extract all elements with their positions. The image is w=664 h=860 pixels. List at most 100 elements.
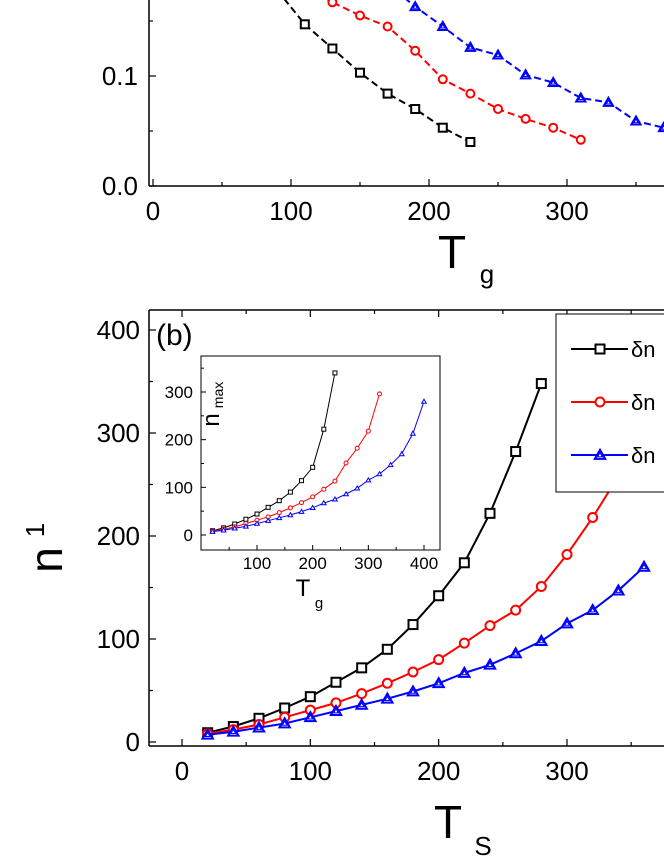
panel-a-series-1-point [355, 10, 365, 21]
inset-series-2-point-outline [331, 495, 339, 502]
inset-series-2-point-outline [420, 398, 428, 404]
inset-y-label: n [198, 413, 225, 426]
panel-a-series-2-point-outline [408, 0, 422, 12]
panel-a-ticks [149, 20, 637, 187]
panel-a-series-2-point-inner [633, 118, 639, 124]
legend-entries: δn δn δn [571, 337, 655, 468]
panel-a-series-2-point-outline [602, 95, 615, 107]
panel-a-series-2 [405, 0, 664, 133]
panel-b-series-2-point-outline [406, 684, 420, 697]
inset-series-2-point [354, 484, 361, 491]
inset-series-2-point [253, 520, 261, 526]
panel-b-series-2-point [508, 646, 523, 659]
panel-a-x-tick-label: 300 [545, 196, 588, 226]
panel-b-series-2-point [560, 616, 574, 629]
panel-b-series-0-point [484, 507, 496, 519]
legend-entry-0: δn [571, 337, 655, 362]
panel-a-series-2-point [602, 95, 615, 107]
inset-series-1-point [343, 460, 349, 466]
inset-series-2-point-outline [320, 499, 327, 506]
inset-series-2-point-outline [253, 520, 261, 526]
inset-series-1-point [321, 486, 327, 492]
panel-b-series-1-point [356, 688, 368, 700]
inset-series-1-point [287, 505, 293, 511]
panel-a-series-2-point-outline [519, 68, 532, 80]
inset-x-label-sub: g [315, 595, 323, 612]
panel-b-x-tick-label: 0 [175, 756, 189, 786]
inset-y-tick-label: 100 [165, 478, 193, 497]
inset-series-2-point [309, 504, 316, 511]
panel-b-series-2-point [277, 716, 292, 729]
panel-b-series-2-point [226, 724, 241, 737]
inset-series-2-point-outline [309, 504, 316, 511]
panel-a-series-0-point [410, 104, 421, 114]
inset-series-1-point [276, 510, 282, 516]
panel-a-x-label-sub: g [480, 259, 494, 289]
panel-a-series-2-point [574, 91, 588, 103]
panel-b-y-tick-label: 200 [97, 521, 140, 551]
inset-series-2-point [264, 517, 272, 523]
panel-b-series-2-point-inner [358, 701, 365, 708]
inset-x-tick-label: 400 [410, 554, 438, 573]
inset-series-2-point-outline [231, 525, 238, 531]
panel-b-ticks [149, 310, 632, 746]
legend-entry-label: δn [631, 443, 655, 468]
inset-series-0-point [321, 426, 327, 432]
inset-series-2-point [209, 528, 216, 534]
inset-series-2-point-outline [342, 490, 350, 497]
legend: δn δn δn [555, 313, 664, 493]
panel-a-series-2-point-inner [412, 3, 419, 9]
panel-a-series-2-point [629, 114, 643, 126]
inset-series-2-point [376, 470, 383, 477]
inset-series-2-point [287, 511, 294, 518]
inset-series-2-point [365, 476, 372, 483]
inset-series-2-point [409, 430, 417, 436]
panel-a-y-tick-label: 0.1 [102, 61, 138, 91]
panel-b-series-2-point-inner [563, 620, 571, 626]
panel-a: 0 100 200 300 0.0 0.1 T g [102, 0, 664, 289]
panel-b-series-2-point [431, 676, 446, 689]
panel-a-series-0-point [437, 122, 448, 133]
panel-b-series-1-point [381, 677, 393, 689]
panel-a-series-0-point [465, 137, 476, 147]
panel-b-series-2-point [200, 727, 215, 740]
inset-series-2-point-outline [398, 450, 405, 457]
inset-series-2-point-outline [209, 528, 216, 534]
panel-b-series [200, 378, 651, 740]
inset-series-2-point-outline [376, 470, 383, 477]
panel-b-tick-labels: 0 100 200 300 0 100 200 300 400 [97, 315, 589, 786]
inset-series-0-point [243, 516, 249, 522]
panel-b-series-2-point [380, 691, 395, 704]
panel-b-series-2-point [457, 665, 472, 678]
inset-y-tick-label: 200 [165, 431, 193, 450]
panel-a-series-0-point [327, 43, 338, 54]
inset-series-2-point-outline [409, 430, 417, 436]
panel-a-series-0 [283, 0, 476, 147]
inset-series-2-point [298, 508, 305, 514]
inset-series-2-point-outline [264, 517, 272, 523]
inset-tick-labels: 100 200 300 400 0 100 200 300 [165, 383, 439, 573]
inset-series-2-point [276, 514, 283, 521]
panel-a-series-1-point [410, 45, 421, 56]
panel-a-series-0-point [299, 19, 310, 30]
legend-entry-marker [594, 343, 606, 355]
panel-b-series-0-point [381, 643, 393, 655]
inset-series-1-point [299, 500, 305, 506]
panel-a-series-2-point-outline [546, 75, 560, 88]
panel-b-series-2-point-inner [640, 563, 648, 570]
inset-y-tick-label: 0 [184, 526, 193, 545]
panel-a-series-2-point [491, 48, 505, 60]
inset-series-2-point-outline [220, 526, 227, 533]
panel-b-series-2-point-outline [354, 697, 369, 710]
panel-a-series-1-point [493, 104, 503, 114]
panel-b-series-0-point [356, 662, 368, 674]
panel-b-series-2-point [329, 703, 343, 716]
panel-b-series-1-point [484, 620, 496, 632]
inset-y-label-sub: max [210, 382, 226, 408]
legend-entry-label: δn [631, 390, 655, 415]
panel-b-series-1-point [587, 511, 599, 523]
panel-b-y-tick-label: 100 [97, 624, 140, 654]
legend-entry-marker [593, 447, 607, 460]
panel-a-series-1-point [520, 113, 531, 124]
panel-b-series-2-point [534, 633, 549, 646]
